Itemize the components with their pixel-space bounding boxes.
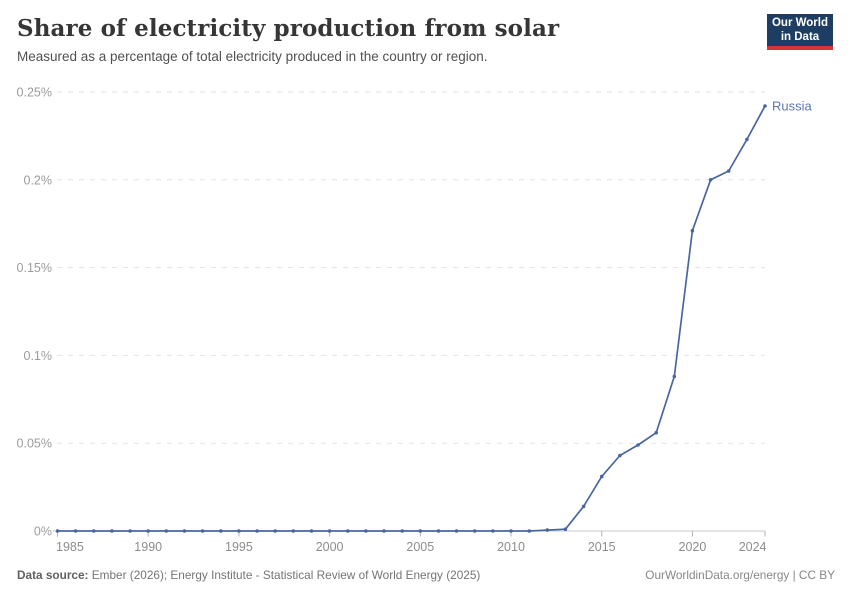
russia-data-point [491, 529, 495, 533]
russia-data-point [55, 529, 60, 533]
russia-data-point [382, 529, 386, 533]
x-axis-tick-label: 2024 [739, 540, 767, 554]
russia-data-point [726, 169, 731, 173]
y-axis-tick-label: 0.05% [17, 437, 52, 451]
russia-data-point [237, 529, 241, 533]
y-axis-tick-label: 0% [34, 525, 52, 539]
russia-data-point [618, 453, 622, 458]
chart-header: Share of electricity production from sol… [17, 15, 755, 64]
russia-data-point [763, 104, 767, 108]
russia-data-point [509, 529, 513, 533]
russia-data-point [418, 529, 423, 533]
russia-data-point [110, 529, 114, 533]
credit-link[interactable]: OurWorldinData.org/energy | CC BY [645, 568, 835, 582]
russia-data-point [454, 529, 459, 533]
x-axis-tick-label: 2015 [588, 540, 616, 554]
russia-data-point [146, 529, 150, 533]
x-axis-tick-label: 2020 [679, 540, 707, 554]
russia-data-point [527, 529, 531, 533]
page-title: Share of electricity production from sol… [17, 15, 560, 42]
owid-logo-line2: in Data [780, 31, 820, 43]
owid-logo[interactable]: Our World in Data [767, 14, 833, 50]
russia-data-point [436, 529, 441, 533]
russia-data-point [745, 137, 749, 142]
russia-data-point [472, 529, 477, 533]
russia-data-point [672, 374, 677, 379]
russia-data-point [182, 529, 187, 533]
russia-data-point [690, 228, 695, 233]
russia-data-point [654, 430, 658, 435]
russia-data-point [599, 474, 604, 479]
data-source-note: Data source: Ember (2026); Energy Instit… [17, 568, 480, 582]
page-subtitle: Measured as a percentage of total electr… [17, 49, 488, 64]
chart-footer: Data source: Ember (2026); Energy Instit… [17, 568, 835, 582]
russia-data-point [346, 529, 350, 533]
russia-data-point [327, 529, 332, 533]
russia-line[interactable] [56, 105, 766, 532]
russia-data-point [563, 527, 568, 531]
russia-data-point [255, 529, 259, 533]
x-axis-tick-label: 2010 [497, 540, 525, 554]
y-axis-tick-label: 0.1% [24, 349, 53, 363]
x-axis-tick-label: 2005 [406, 540, 434, 554]
russia-data-point [581, 504, 586, 509]
russia-data-point [200, 529, 205, 533]
x-axis-tick-label: 1990 [134, 540, 162, 554]
x-axis-tick-label: 1995 [225, 540, 253, 554]
series-label-russia[interactable]: Russia [772, 99, 813, 114]
russia-data-point [164, 529, 169, 533]
russia-data-point [73, 529, 78, 533]
russia-data-point [364, 529, 368, 533]
russia-data-point [219, 529, 223, 533]
data-source-text: Ember (2026); Energy Institute - Statist… [88, 568, 481, 582]
russia-data-point [400, 529, 405, 533]
russia-data-point [309, 529, 314, 533]
y-axis-tick-label: 0.15% [17, 261, 52, 275]
y-axis-tick-label: 0.25% [17, 86, 52, 100]
russia-data-point [273, 529, 278, 533]
y-axis-tick-label: 0.2% [24, 173, 53, 187]
russia-data-point [291, 529, 296, 533]
owid-logo-line1: Our World [771, 16, 828, 29]
x-axis-tick-label: 2000 [316, 540, 344, 554]
russia-data-point [708, 178, 713, 182]
russia-data-point [92, 529, 96, 533]
russia-data-point [128, 529, 132, 533]
russia-data-point [636, 443, 640, 447]
x-axis-tick-label: 1985 [56, 540, 84, 554]
russia-data-point [545, 528, 550, 532]
data-source-label: Data source: [17, 568, 89, 582]
